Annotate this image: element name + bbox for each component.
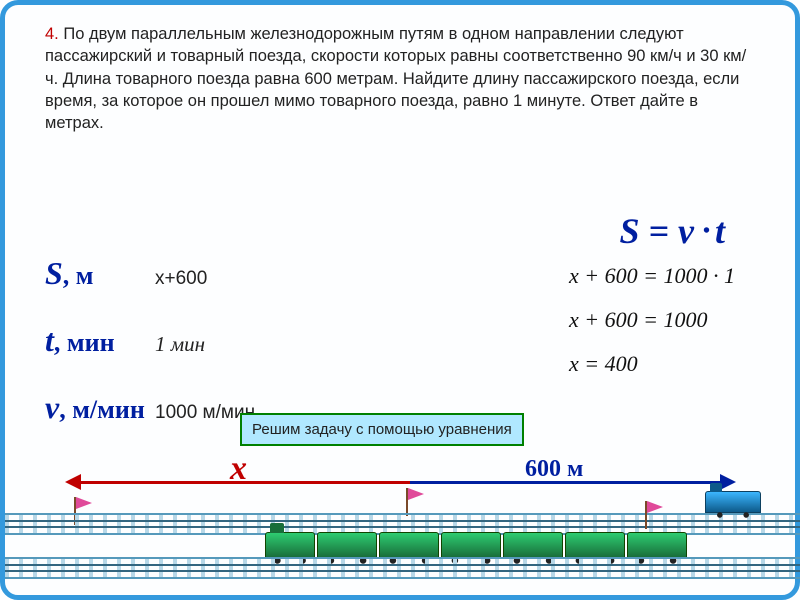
arrow-blue bbox=[410, 481, 720, 484]
var-sym-t: t, мин bbox=[45, 322, 155, 359]
var-t-unit: , мин bbox=[54, 328, 115, 357]
arrows bbox=[5, 467, 800, 507]
train-car-icon bbox=[627, 532, 687, 558]
var-s-unit: , м bbox=[63, 261, 94, 290]
problem-body: По двум параллельным железнодорожным пут… bbox=[45, 25, 746, 132]
var-s-letter: S bbox=[45, 255, 63, 291]
mini-train-icon bbox=[705, 491, 761, 513]
eqn-2: x + 600 = 1000 bbox=[569, 307, 735, 333]
var-row-t: t, мин 1 мин bbox=[45, 322, 255, 359]
var-v-letter: v bbox=[45, 389, 59, 425]
formula-svt: S = v • t bbox=[619, 210, 725, 252]
var-val-t: 1 мин bbox=[155, 332, 205, 357]
arrow-red bbox=[80, 481, 410, 484]
equations: x + 600 = 1000 · 1 x + 600 = 1000 x = 40… bbox=[569, 263, 735, 395]
train-car-icon bbox=[441, 532, 501, 558]
hint-box: Решим задачу с помощью уравнения bbox=[240, 413, 524, 446]
problem-number: 4. bbox=[45, 25, 59, 43]
train-car-icon bbox=[379, 532, 439, 558]
var-row-v: v, м/мин 1000 м/мин bbox=[45, 389, 255, 426]
eqn-1: x + 600 = 1000 · 1 bbox=[569, 263, 735, 289]
formula-v: v bbox=[678, 211, 694, 251]
var-sym-s: S, м bbox=[45, 255, 155, 292]
train-car-icon bbox=[317, 532, 377, 558]
var-t-letter: t bbox=[45, 322, 54, 358]
problem-text: 4. По двум параллельным железнодорожным … bbox=[5, 5, 795, 138]
formula-dot: • bbox=[703, 220, 715, 242]
formula-s: S bbox=[619, 211, 639, 251]
formula-eq: = bbox=[648, 211, 678, 251]
train-car-icon bbox=[503, 532, 563, 558]
arrow-head-right-icon bbox=[720, 474, 736, 490]
eqn-3: x = 400 bbox=[569, 351, 735, 377]
formula-t: t bbox=[715, 211, 725, 251]
var-sym-v: v, м/мин bbox=[45, 389, 155, 426]
vars-block: S, м x+600 t, мин 1 мин v, м/мин 1000 м/… bbox=[45, 255, 255, 456]
freight-train-icon bbox=[265, 532, 687, 558]
var-val-s: x+600 bbox=[155, 268, 207, 290]
arrow-head-left-icon bbox=[65, 474, 81, 490]
train-car-icon bbox=[565, 532, 625, 558]
var-v-unit: , м/мин bbox=[59, 395, 145, 424]
var-row-s: S, м x+600 bbox=[45, 255, 255, 292]
locomotive-icon bbox=[265, 532, 315, 558]
rails-bottom bbox=[5, 557, 800, 579]
